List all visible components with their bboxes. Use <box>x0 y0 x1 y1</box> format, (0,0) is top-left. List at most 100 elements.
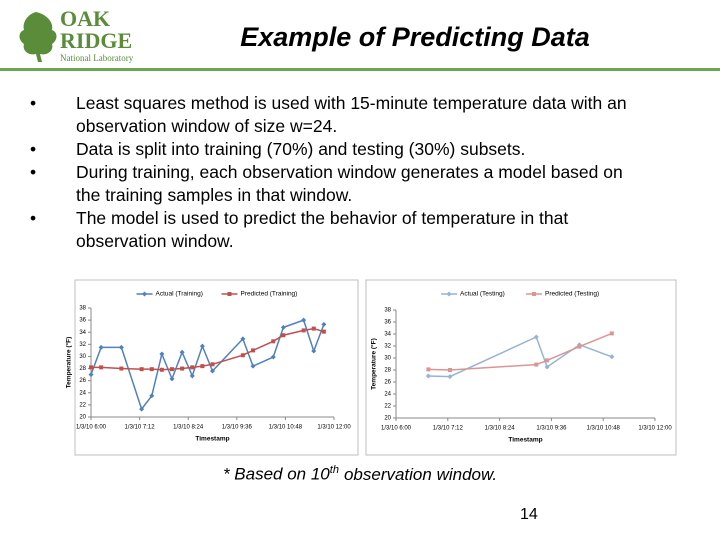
y-axis-title: Temperature (°F) <box>370 338 378 390</box>
data-point <box>321 329 326 334</box>
data-point <box>170 367 174 372</box>
y-axis-title: Temperature (°F) <box>65 337 73 389</box>
data-point <box>545 358 550 363</box>
data-point <box>311 348 317 354</box>
x-tick-label: 1/3/10 12:00 <box>317 425 351 431</box>
data-point <box>280 324 286 330</box>
footnote: * Based on 10th observation window. <box>0 464 720 485</box>
data-point <box>447 368 452 372</box>
y-tick-label: 26 <box>79 378 86 384</box>
data-point <box>311 326 316 331</box>
x-tick-label: 1/3/10 9:36 <box>222 425 253 431</box>
data-point <box>609 354 615 360</box>
data-point <box>544 364 550 370</box>
data-point <box>169 376 175 382</box>
data-point <box>190 365 195 370</box>
x-tick-label: 1/3/10 10:48 <box>587 426 621 432</box>
page-number: 14 <box>520 506 538 523</box>
data-point <box>270 354 276 360</box>
x-axis-title: Timestamp <box>508 437 542 444</box>
data-point <box>426 367 431 372</box>
footnote-sup: th <box>329 464 339 476</box>
y-tick-label: 24 <box>79 390 86 396</box>
y-tick-label: 22 <box>384 404 391 410</box>
y-tick-label: 20 <box>79 415 86 421</box>
legend-marker <box>446 291 452 297</box>
y-tick-label: 26 <box>384 380 391 386</box>
data-point <box>88 372 94 378</box>
data-point <box>301 328 306 333</box>
bullet-list: Least squares method is used with 15-min… <box>30 92 650 253</box>
legend-label: Predicted (Training) <box>241 291 298 298</box>
bullet: Data is split into training (70%) and te… <box>30 138 650 161</box>
data-point <box>301 317 307 323</box>
series-line <box>428 332 613 371</box>
y-tick-label: 24 <box>384 392 391 398</box>
logo-ridge: RIDGE <box>60 28 132 53</box>
data-point <box>189 373 195 379</box>
legend-label: Actual (Training) <box>156 291 203 298</box>
data-point <box>149 393 155 399</box>
x-tick-label: 1/3/10 7:12 <box>125 425 156 431</box>
footnote-text: observation window. <box>343 464 498 484</box>
legend-marker <box>142 291 147 297</box>
bullet: The model is used to predict the behavio… <box>30 207 650 253</box>
logo: OAK RIDGE National Laboratory <box>19 6 134 63</box>
y-tick-label: 34 <box>79 330 86 336</box>
chart-frame <box>365 279 677 456</box>
y-tick-label: 22 <box>79 402 86 408</box>
leaf-icon <box>19 12 57 62</box>
legend-marker <box>227 292 232 296</box>
x-tick-label: 1/3/10 6:00 <box>381 426 412 432</box>
y-tick-label: 36 <box>79 318 86 324</box>
data-point <box>199 343 205 349</box>
data-point <box>180 366 185 371</box>
data-point <box>425 373 431 379</box>
data-point <box>98 344 104 350</box>
y-tick-label: 36 <box>384 320 391 326</box>
y-tick-label: 30 <box>384 356 391 362</box>
x-tick-label: 1/3/10 7:12 <box>433 426 464 432</box>
logo-oak: OAK <box>60 6 110 31</box>
y-tick-label: 30 <box>79 354 86 360</box>
data-point <box>534 362 539 367</box>
data-point <box>159 351 165 357</box>
x-tick-label: 1/3/10 10:48 <box>269 425 303 431</box>
legend-marker <box>532 292 536 296</box>
data-point <box>210 368 215 374</box>
x-tick-label: 1/3/10 6:00 <box>76 425 107 431</box>
y-tick-label: 20 <box>384 416 391 422</box>
data-point <box>240 353 245 358</box>
data-point <box>577 344 582 349</box>
data-point <box>119 366 124 371</box>
data-point <box>179 349 185 355</box>
data-point <box>281 333 286 338</box>
data-point <box>139 367 144 372</box>
data-point <box>609 331 614 336</box>
x-tick-label: 1/3/10 8:24 <box>485 426 516 432</box>
y-tick-label: 32 <box>79 342 86 348</box>
x-tick-label: 1/3/10 12:00 <box>638 426 672 432</box>
footnote-text: * Based on 10 <box>222 464 330 484</box>
data-point <box>250 363 256 369</box>
data-point <box>139 406 145 412</box>
data-point <box>99 365 104 370</box>
logo-subtitle: National Laboratory <box>60 53 134 63</box>
data-point <box>447 374 453 380</box>
data-point <box>240 336 246 342</box>
header-rule <box>0 68 720 71</box>
bullet: During training, each observation window… <box>30 161 650 207</box>
y-tick-label: 34 <box>384 332 391 338</box>
series-line <box>428 335 613 378</box>
data-point <box>200 364 205 369</box>
x-tick-label: 1/3/10 8:24 <box>173 425 204 431</box>
data-point <box>210 362 215 367</box>
legend-label: Predicted (Testing) <box>545 291 599 298</box>
data-point <box>118 344 124 350</box>
data-point <box>321 321 327 327</box>
y-tick-label: 32 <box>384 344 391 350</box>
y-tick-label: 38 <box>384 308 391 314</box>
data-point <box>89 365 93 370</box>
